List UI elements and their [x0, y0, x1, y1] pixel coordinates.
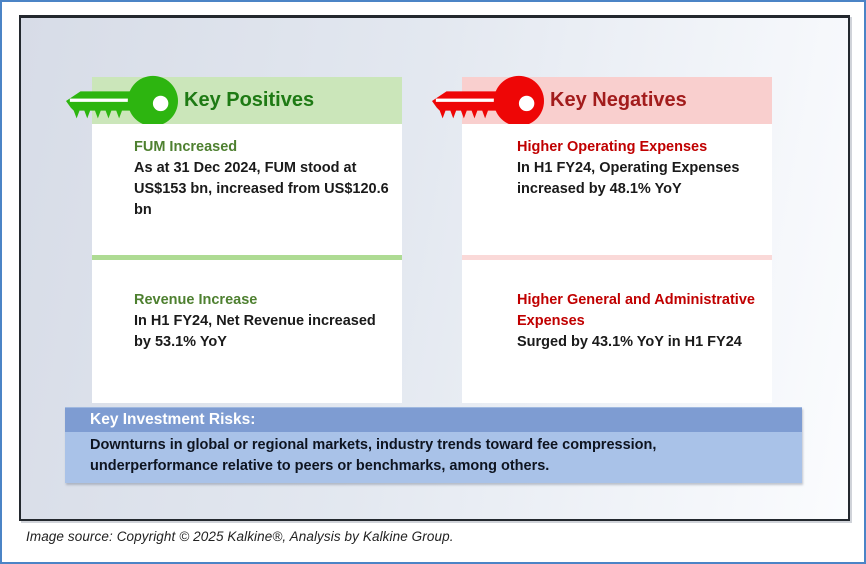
item-body: In H1 FY24, Net Revenue increased by 53.… [134, 313, 376, 350]
risks-title: Key Investment Risks: [90, 411, 256, 428]
item-body: As at 31 Dec 2024, FUM stood at US$153 b… [134, 160, 389, 218]
risks-banner: Key Investment Risks: [65, 407, 802, 432]
red-divider [462, 255, 772, 260]
item-body: Surged by 43.1% YoY in H1 FY24 [517, 334, 742, 350]
positive-item: FUM Increased As at 31 Dec 2024, FUM sto… [92, 124, 402, 255]
image-source-attribution: Image source: Copyright © 2025 Kalkine®,… [26, 529, 454, 544]
green-divider [92, 255, 402, 260]
key-points-board: Key Positives FUM Increased As at 31 Dec… [19, 15, 850, 521]
key-negatives-header: Key Negatives [432, 75, 772, 127]
item-body: In H1 FY24, Operating Expenses increased… [517, 160, 740, 197]
negative-item: Higher Operating Expenses In H1 FY24, Op… [462, 124, 772, 255]
positive-item: Revenue Increase In H1 FY24, Net Revenue… [92, 260, 402, 403]
negative-item: Higher General and Administrative Expens… [462, 260, 772, 403]
key-negatives-title: Key Negatives [550, 89, 687, 111]
key-positives-title: Key Positives [184, 89, 315, 111]
red-key-icon [432, 75, 544, 127]
risks-body: Downturns in global or regional markets,… [65, 432, 802, 483]
green-key-icon [66, 75, 178, 127]
key-negatives-card: Higher Operating Expenses In H1 FY24, Op… [462, 124, 772, 403]
key-positives-card: FUM Increased As at 31 Dec 2024, FUM sto… [92, 124, 402, 403]
key-investment-risks: Key Investment Risks: Downturns in globa… [65, 407, 802, 483]
item-heading: Higher General and Administrative Expens… [517, 292, 755, 329]
item-heading: FUM Increased [134, 139, 238, 155]
item-heading: Higher Operating Expenses [517, 139, 708, 155]
key-positives-header: Key Positives [66, 75, 402, 127]
item-heading: Revenue Increase [134, 292, 258, 308]
